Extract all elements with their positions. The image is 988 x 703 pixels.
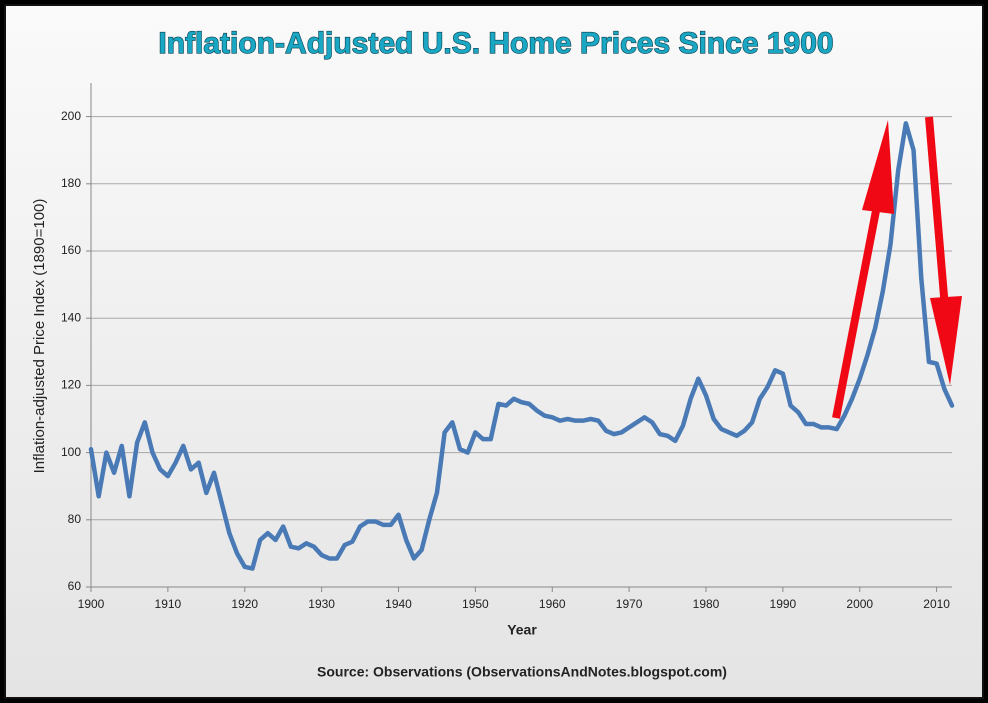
- y-axis-title: Inflation-adjusted Price Index (1890=100…: [31, 199, 48, 474]
- annotation-arrows: [832, 116, 962, 419]
- source-note: Source: Observations (ObservationsAndNot…: [317, 664, 727, 680]
- x-tick-label: 1920: [231, 597, 258, 611]
- arrow-down-head: [930, 296, 962, 385]
- series-line: [88, 121, 955, 571]
- frame: [4, 4, 984, 699]
- y-tick-label: 100: [61, 445, 81, 459]
- y-tick-label: 140: [61, 310, 81, 324]
- x-axis-title: Year: [507, 622, 537, 638]
- y-tick-label: 120: [61, 378, 81, 392]
- y-tick-label: 60: [68, 579, 82, 593]
- x-tick-label: 1950: [462, 597, 489, 611]
- x-tick-label: 1980: [693, 597, 720, 611]
- x-tick-label: 2010: [923, 597, 950, 611]
- arrow-up: [832, 189, 884, 419]
- x-tick-label: 1970: [616, 597, 643, 611]
- x-tick-label: 2000: [846, 597, 873, 611]
- y-tick-label: 200: [61, 109, 81, 123]
- x-tick-label: 1900: [78, 597, 105, 611]
- chart-title: Inflation-Adjusted U.S. Home Prices Sinc…: [158, 27, 833, 60]
- y-tick-label: 160: [61, 243, 81, 257]
- x-tick-label: 1930: [308, 597, 335, 611]
- arrow-up-head: [862, 120, 894, 214]
- x-tick-label: 1960: [539, 597, 566, 611]
- x-tick-label: 1940: [385, 597, 412, 611]
- x-tick-label: 1910: [155, 597, 182, 611]
- x-tick-label: 1990: [770, 597, 797, 611]
- y-tick-label: 80: [68, 512, 82, 526]
- plot: 60 80 100 120 140 160 180 200 1900 1910 1920 1930 19…: [61, 83, 955, 611]
- y-tick-label: 180: [61, 176, 81, 190]
- arrow-down: [925, 116, 950, 321]
